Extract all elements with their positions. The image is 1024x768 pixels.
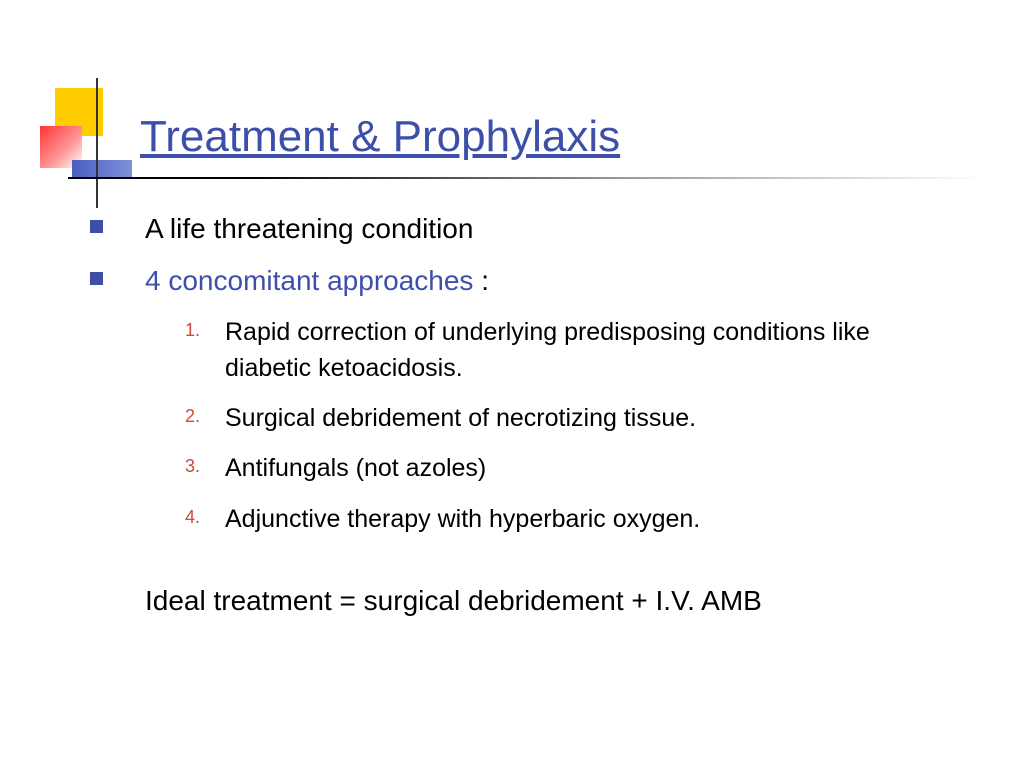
bullet-item: 4 concomitant approaches :: [90, 262, 960, 300]
list-number: 1.: [185, 314, 225, 341]
slide-title: Treatment & Prophylaxis: [140, 112, 620, 162]
summary-text: Ideal treatment = surgical debridement +…: [145, 585, 960, 617]
list-item: 3. Antifungals (not azoles): [185, 450, 960, 486]
list-item: 4. Adjunctive therapy with hyperbaric ox…: [185, 501, 960, 537]
list-item: 2. Surgical debridement of necrotizing t…: [185, 400, 960, 436]
horizontal-rule: [68, 177, 988, 179]
bullet-suffix: :: [473, 265, 489, 296]
slide-body: A life threatening condition 4 concomita…: [90, 210, 960, 617]
list-text: Rapid correction of underlying predispos…: [225, 314, 960, 387]
list-number: 4.: [185, 501, 225, 528]
list-item: 1. Rapid correction of underlying predis…: [185, 314, 960, 387]
bullet-icon: [90, 272, 103, 285]
numbered-list: 1. Rapid correction of underlying predis…: [185, 314, 960, 537]
bullet-text: 4 concomitant approaches :: [145, 262, 489, 300]
list-text: Surgical debridement of necrotizing tiss…: [225, 400, 696, 436]
vertical-rule: [96, 78, 98, 208]
bullet-item: A life threatening condition: [90, 210, 960, 248]
list-number: 2.: [185, 400, 225, 427]
bullet-highlight: 4 concomitant approaches: [145, 265, 473, 296]
list-text: Antifungals (not azoles): [225, 450, 486, 486]
blue-bar-icon: [72, 160, 132, 178]
list-number: 3.: [185, 450, 225, 477]
bullet-icon: [90, 220, 103, 233]
list-text: Adjunctive therapy with hyperbaric oxyge…: [225, 501, 700, 537]
slide-decoration: [40, 88, 130, 198]
bullet-text: A life threatening condition: [145, 210, 473, 248]
